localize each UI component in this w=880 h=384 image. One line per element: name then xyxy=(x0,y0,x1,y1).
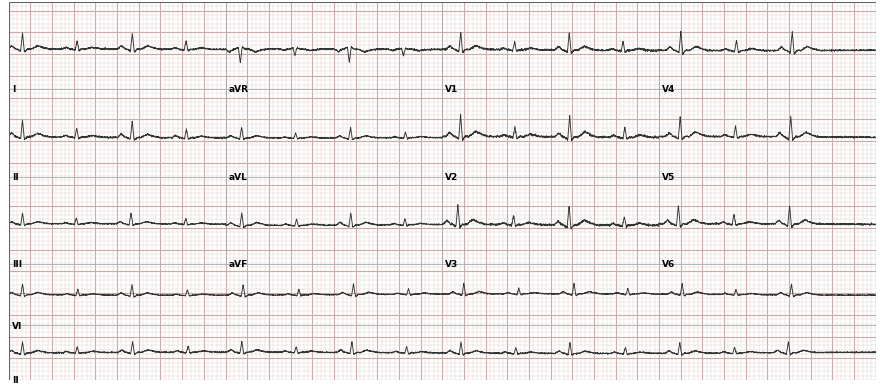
Text: II: II xyxy=(11,173,18,182)
Text: aVF: aVF xyxy=(229,260,248,269)
Text: V5: V5 xyxy=(662,173,675,182)
Text: aVR: aVR xyxy=(229,85,248,94)
Text: VI: VI xyxy=(11,321,22,331)
Text: V4: V4 xyxy=(662,85,675,94)
Text: V6: V6 xyxy=(662,260,675,269)
Text: III: III xyxy=(11,260,22,269)
Text: V3: V3 xyxy=(445,260,458,269)
Text: V1: V1 xyxy=(445,85,458,94)
Text: V2: V2 xyxy=(445,173,458,182)
Text: I: I xyxy=(11,85,15,94)
Text: II: II xyxy=(11,376,18,384)
Text: aVL: aVL xyxy=(229,173,247,182)
